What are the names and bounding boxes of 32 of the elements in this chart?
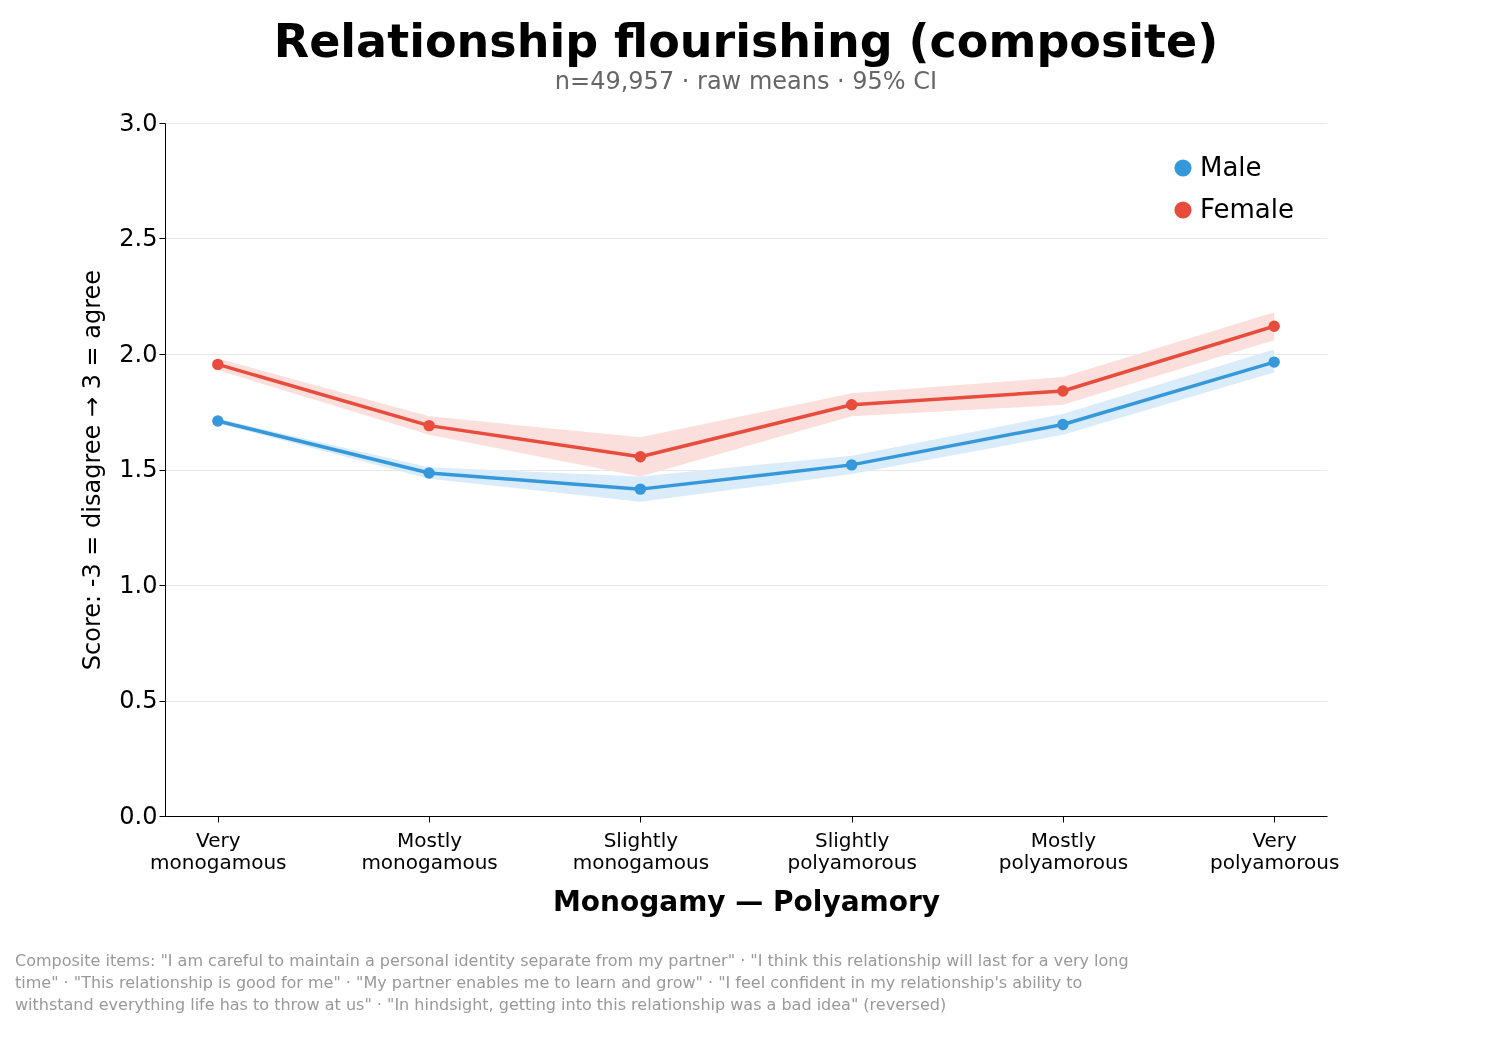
chart-subtitle: n=49,957 · raw means · 95% CI	[554, 67, 938, 95]
point	[634, 451, 647, 463]
y-tick-label: 3.0	[119, 108, 158, 137]
point	[634, 483, 647, 495]
point	[212, 358, 224, 371]
legend-label: Female	[1200, 194, 1295, 224]
x-tick-label: Very polyamorous	[1209, 827, 1340, 874]
x-tick-label: Slightly monogamous	[572, 827, 710, 874]
point	[423, 419, 435, 432]
chart-title: Relationship flourishing (composite)	[273, 14, 1219, 68]
y-tick-label: 2.0	[119, 339, 158, 368]
y-tick-label: 2.5	[119, 224, 158, 252]
x-tick-label: Very monogamous	[150, 827, 287, 874]
point	[212, 415, 224, 427]
point	[1268, 320, 1280, 332]
x-tick-label: Mostly monogamous	[361, 827, 498, 874]
x-axis-title: Monogamy — Polyamory	[552, 884, 941, 918]
point	[845, 459, 858, 471]
y-tick-label: 0.5	[119, 686, 158, 714]
point	[1057, 385, 1069, 397]
point	[1268, 356, 1280, 368]
y-axis-title: Score: -3 = disagree → 3 = agree	[78, 269, 107, 671]
y-tick-label: 0.0	[119, 801, 158, 830]
point	[845, 399, 858, 411]
x-tick-label: Mostly polyamorous	[998, 827, 1129, 874]
x-tick-label: Slightly polyamorous	[787, 827, 917, 874]
y-tick-label: 1.5	[119, 455, 158, 483]
point	[1057, 418, 1069, 431]
point	[423, 467, 435, 479]
legend-label: Male	[1200, 152, 1262, 182]
text: Composite items: "I am careful to maintain a personal identity separate from my partner" · "I think this relationship will last for a very long time" · "This relationship is good for me" · "My partner enables me to learn and grow" · "I feel confident in my relationship's ability to withstand everything life has to throw at us" · "In hindsight, getting into this relationship was a bad idea" (reversed)	[15, 950, 1130, 1016]
y-tick-label: 1.0	[119, 570, 158, 599]
